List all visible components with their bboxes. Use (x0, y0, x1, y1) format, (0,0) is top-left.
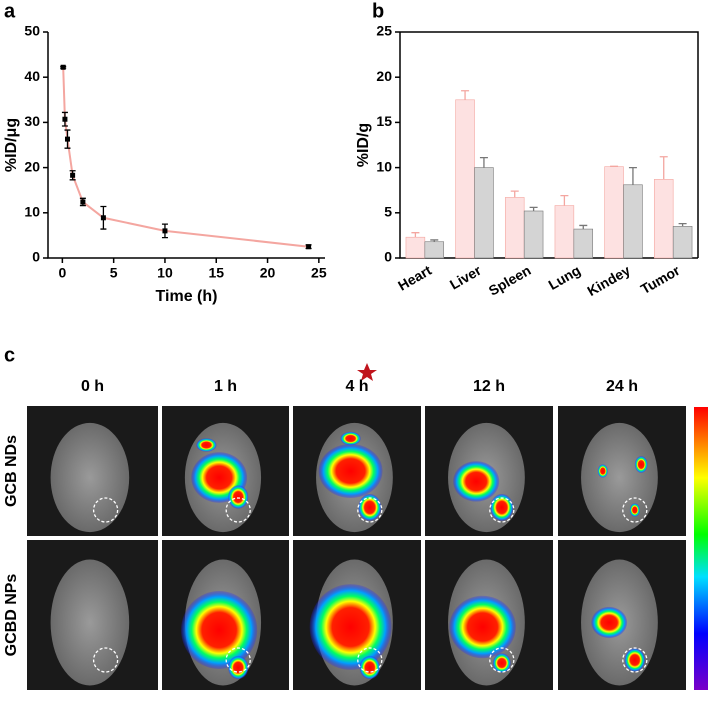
data-point (101, 215, 106, 220)
column-label: 1 h (214, 378, 237, 395)
x-tick-label: 15 (208, 265, 224, 281)
bar (425, 242, 444, 258)
error-bar (579, 225, 587, 229)
x-axis-title: Time (h) (156, 288, 218, 305)
panel-label: c (4, 344, 15, 366)
bar (475, 168, 494, 258)
data-line (63, 67, 308, 246)
signal-blob (228, 485, 248, 509)
y-tick-label: 10 (376, 158, 392, 174)
data-point (61, 65, 66, 70)
bar (574, 229, 593, 258)
signal-blob (319, 444, 383, 498)
y-tick-label: 25 (376, 23, 392, 39)
y-tick-label: 20 (24, 158, 40, 174)
signal-blob (635, 456, 648, 473)
data-point (62, 117, 67, 122)
y-tick-label: 50 (24, 23, 40, 39)
data-point (162, 228, 167, 233)
bar (524, 211, 543, 258)
y-tick-label: 40 (24, 68, 40, 84)
bar (654, 179, 673, 258)
y-axis-title: %ID/g (355, 123, 372, 167)
panel-label: a (4, 0, 16, 22)
signal-blob (196, 438, 216, 452)
error-bar (511, 191, 519, 197)
data-point (306, 244, 311, 249)
data-point (70, 173, 75, 178)
error-bar (461, 91, 469, 100)
column-label: 24 h (606, 378, 638, 395)
x-tick-label: 25 (311, 265, 327, 281)
bar (605, 167, 624, 258)
y-tick-label: 15 (376, 113, 392, 129)
signal-blob (181, 591, 257, 669)
x-tick-label: 20 (260, 265, 276, 281)
signal-blob (591, 607, 627, 638)
signal-blob (598, 464, 608, 478)
x-tick-label: Heart (395, 262, 434, 294)
signal-blob (630, 503, 640, 517)
y-tick-label: 10 (24, 204, 40, 220)
y-tick-label: 0 (32, 249, 40, 265)
signal-blob (360, 656, 380, 679)
imaging-panel: c 0 h 1 h 4 h 12 h 24 h GCB NDs GCBD NPs (3, 344, 708, 690)
mouse-body (51, 423, 130, 532)
x-tick-label: Tumor (638, 262, 683, 297)
signal-blob (310, 584, 392, 670)
signal-blob (625, 648, 645, 671)
error-bar (560, 196, 568, 206)
axes (400, 32, 698, 258)
error-bar (660, 157, 668, 180)
y-tick-label: 30 (24, 113, 40, 129)
color-scale (694, 407, 708, 690)
bar (456, 100, 475, 258)
y-tick-label: 5 (384, 204, 392, 220)
column-label: 0 h (81, 378, 104, 395)
error-bar (530, 207, 538, 211)
error-bar (411, 233, 419, 238)
bar (555, 206, 574, 258)
column-label: 4 h (345, 378, 368, 395)
frame (400, 32, 698, 258)
error-bar (629, 168, 637, 185)
data-point (80, 199, 85, 204)
y-tick-label: 20 (376, 68, 392, 84)
signal-blob (228, 656, 248, 679)
error-bar (679, 224, 687, 227)
x-tick-label: Kindey (584, 262, 633, 299)
bar (406, 237, 425, 258)
y-tick-label: 0 (384, 249, 392, 265)
signal-blob (453, 461, 499, 502)
mouse-body (581, 423, 658, 532)
data-point (65, 137, 70, 142)
x-tick-label: 0 (58, 265, 66, 281)
bar (673, 226, 692, 258)
signal-blob (340, 432, 360, 446)
bar (624, 185, 643, 258)
x-tick-label: Lung (546, 262, 584, 293)
x-tick-label: 5 (110, 265, 118, 281)
panel-label: b (372, 0, 384, 22)
bar (505, 197, 524, 258)
x-tick-label: Spleen (486, 262, 534, 299)
row-label: GCBD NPs (3, 574, 20, 657)
mouse-body (51, 560, 130, 686)
error-bar (480, 158, 488, 168)
x-tick-label: 10 (157, 265, 173, 281)
row-label: GCB NDs (3, 435, 20, 507)
column-label: 12 h (473, 378, 505, 395)
x-tick-label: Liver (447, 262, 484, 293)
y-axis-title: %ID/μg (3, 118, 20, 172)
axes (48, 32, 325, 258)
